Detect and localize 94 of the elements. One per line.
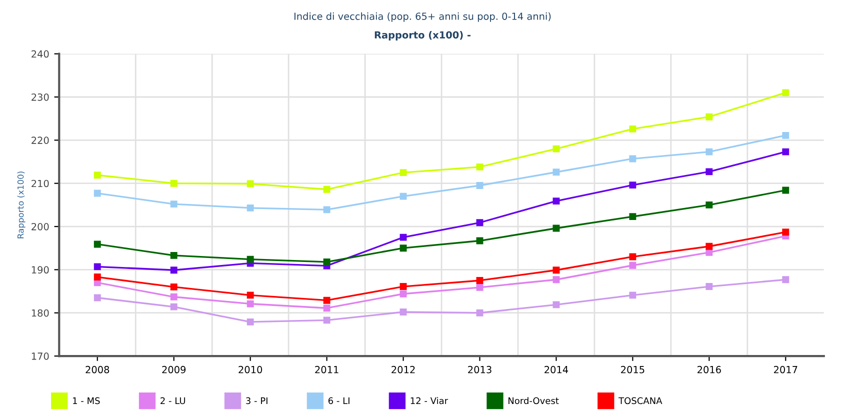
- point: [782, 228, 790, 236]
- point: [706, 248, 713, 256]
- point: [323, 258, 330, 266]
- x-tick-label: 2016: [698, 366, 721, 374]
- point: [400, 234, 407, 241]
- point: [170, 293, 178, 300]
- point: [782, 148, 790, 156]
- y-tick-label: 180: [32, 309, 49, 317]
- point: [476, 309, 484, 316]
- x-tick-label: 2008: [86, 366, 110, 374]
- point: [476, 182, 484, 189]
- point: [246, 292, 254, 299]
- x-tick-label: 2013: [468, 366, 492, 374]
- x-tick-label: 2010: [238, 366, 262, 374]
- x-tick-label: 2012: [392, 366, 415, 374]
- point: [782, 186, 790, 194]
- point: [170, 283, 178, 290]
- point: [323, 316, 330, 324]
- x-tick-label: 2009: [162, 366, 186, 374]
- y-tick-label: 220: [32, 136, 49, 144]
- point: [246, 256, 254, 263]
- point: [94, 274, 101, 281]
- point: [706, 168, 713, 176]
- y-tick-label: 170: [32, 352, 49, 360]
- point: [476, 277, 484, 284]
- point: [170, 266, 178, 274]
- point: [323, 304, 330, 312]
- point: [323, 206, 330, 214]
- point: [629, 213, 636, 220]
- point: [629, 253, 636, 260]
- point: [323, 186, 330, 193]
- y-tick-label: 200: [32, 222, 49, 230]
- legend-label: 1 - MS: [73, 397, 100, 404]
- point: [552, 266, 560, 274]
- legend-label: 12 - Viar: [410, 397, 448, 404]
- point: [629, 262, 636, 269]
- point: [246, 300, 254, 308]
- point: [170, 252, 178, 259]
- chart-title: Indice di vecchiaia (pop. 65+ anni su pop. 0-14 anni): [294, 12, 551, 22]
- point: [476, 284, 484, 291]
- y-tick-label: 230: [32, 93, 49, 101]
- point: [246, 318, 254, 326]
- x-tick-label: 2011: [315, 366, 338, 374]
- point: [706, 242, 713, 250]
- legend-label: Nord-Ovest: [508, 397, 559, 404]
- y-tick-label: 210: [32, 180, 49, 188]
- point: [170, 200, 178, 208]
- point: [94, 172, 101, 179]
- point: [629, 182, 636, 189]
- point: [170, 180, 178, 187]
- x-tick-label: 2014: [544, 366, 568, 374]
- point: [94, 190, 101, 197]
- point: [552, 224, 560, 232]
- point: [400, 169, 407, 176]
- point: [400, 244, 407, 252]
- x-tick-label: 2015: [621, 366, 644, 374]
- y-tick-label: 190: [32, 266, 49, 274]
- point: [94, 263, 101, 270]
- point: [552, 276, 560, 284]
- point: [94, 240, 101, 248]
- point: [246, 204, 254, 212]
- point: [476, 237, 484, 244]
- legend-label: 2 - LU: [160, 397, 186, 404]
- legend-label: 6 - LI: [328, 397, 350, 404]
- point: [706, 283, 713, 290]
- x-tick-label: 2017: [774, 366, 798, 374]
- point: [706, 201, 713, 208]
- point: [552, 168, 560, 176]
- point: [629, 125, 636, 132]
- point: [400, 192, 407, 200]
- point: [629, 155, 636, 162]
- y-axis-title: Rapporto (x100): [17, 172, 26, 238]
- point: [706, 148, 713, 156]
- point: [400, 290, 407, 298]
- chart-subtitle: Rapporto (x100) -: [374, 31, 470, 40]
- point: [782, 132, 790, 139]
- point: [552, 301, 560, 308]
- point: [706, 113, 713, 120]
- point: [400, 283, 407, 290]
- point: [782, 89, 790, 96]
- y-tick-label: 240: [32, 50, 49, 58]
- point: [400, 308, 407, 316]
- point: [552, 198, 560, 205]
- point: [552, 145, 560, 152]
- legend-label: TOSCANA: [618, 397, 662, 404]
- point: [476, 219, 484, 226]
- point: [782, 276, 790, 284]
- legend-label: 3 - PI: [246, 397, 268, 404]
- point: [476, 163, 484, 170]
- point: [246, 180, 254, 188]
- point: [629, 292, 636, 299]
- point: [323, 296, 330, 304]
- point: [94, 294, 101, 302]
- point: [170, 303, 178, 310]
